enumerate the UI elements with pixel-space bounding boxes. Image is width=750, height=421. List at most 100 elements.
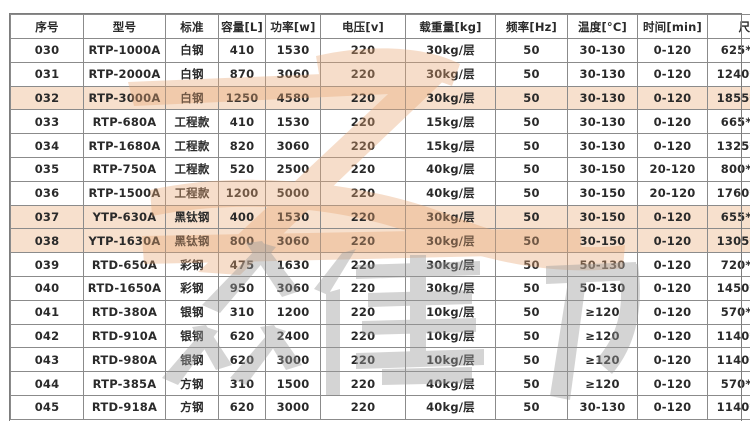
cell-size: 570*535*1780 [707,371,750,396]
cell-time: 0-120 [637,228,708,254]
table-row: 031 RTP-2000A 白钢 870 3060 220 30kg/层 50 30-130 0-… [10,61,750,87]
cell-freq: 50 [495,323,568,349]
cell-standard: 白钢 [165,61,219,87]
cell-capacity: 1200 [218,180,266,206]
cell-seq: 037 [10,204,84,230]
table-row: 039 RTD-650A 彩钢 475 1630 220 30kg/层 50 50-130 0-1… [10,252,750,277]
cell-standard: 黑钛钢 [165,204,219,230]
cell-load: 15kg/层 [405,109,496,135]
cell-load: 40kg/层 [405,156,496,182]
cell-size: 1855*628*1770 [707,85,750,111]
cell-seq: 030 [10,38,84,63]
cell-voltage: 220 [320,394,406,420]
table-row: 036 RTP-1500A 工程款 1200 5000 220 40kg/层 50 30-150… [10,180,750,206]
cell-model: RTP-1680A [83,133,166,158]
cell-time: 0-120 [637,61,708,87]
cell-power: 3060 [265,133,321,158]
cell-voltage: 220 [320,252,406,277]
cell-freq: 50 [495,133,568,158]
cell-power: 1500 [265,371,321,396]
cell-standard: 工程款 [165,156,219,182]
cell-model: RTP-750A [83,156,166,182]
cell-power: 3000 [265,394,321,420]
cell-capacity: 475 [218,252,266,277]
cell-time: 0-120 [637,371,708,396]
cell-temp: 30-150 [567,156,638,182]
cell-size: 1140*530*1780 [707,323,750,349]
cell-standard: 银钢 [165,299,219,325]
cell-power: 1200 [265,299,321,325]
table-header: 序号 型号 标准 容量[L] 功率[w] 电压[v] 载重量[kg] 频率[Hz] 温度[°C]… [10,14,750,39]
cell-temp: 30-130 [567,38,638,63]
cell-standard: 黑钛钢 [165,228,219,254]
cell-size: 1760*780*1880 [707,180,750,206]
cell-temp: 30-150 [567,204,638,230]
cell-load: 30kg/层 [405,85,496,111]
table-row: 044 RTP-385A 方钢 310 1500 220 40kg/层 50 ≥120 0-120… [10,371,750,396]
cell-capacity: 820 [218,133,266,158]
table-row: 045 RTD-918A 方钢 620 3000 220 40kg/层 50 30-130 0-1… [10,394,750,420]
col-header-load: 载重量[kg] [405,14,496,39]
cell-voltage: 220 [320,275,406,301]
cell-voltage: 220 [320,228,406,254]
cell-model: YTP-630A [83,204,166,230]
table-row: 035 RTP-750A 工程款 520 2500 220 40kg/层 50 30-150 20… [10,156,750,182]
header-row: 序号 型号 标准 容量[L] 功率[w] 电压[v] 载重量[kg] 频率[Hz] 温度[°C]… [10,14,750,39]
cell-time: 0-120 [637,133,708,158]
cell-temp: ≥120 [567,299,638,325]
cell-standard: 方钢 [165,371,219,396]
cell-power: 1630 [265,252,321,277]
cell-voltage: 220 [320,156,406,182]
cell-time: 0-120 [637,38,708,63]
cell-model: YTP-1630A [83,228,166,254]
cell-seq: 032 [10,85,84,111]
cell-temp: 30-130 [567,394,638,420]
cell-temp: ≥120 [567,371,638,396]
cell-seq: 039 [10,252,84,277]
cell-capacity: 620 [218,347,266,373]
cell-size: 1305*565*1820 [707,228,750,254]
cell-capacity: 620 [218,394,266,420]
cell-load: 30kg/层 [405,252,496,277]
cell-temp: 50-130 [567,252,638,277]
cell-power: 4580 [265,85,321,111]
cell-temp: 30-130 [567,85,638,111]
col-header-model: 型号 [83,14,166,39]
cell-capacity: 950 [218,275,266,301]
cell-time: 0-120 [637,252,708,277]
col-header-size: 尺寸[mm] [707,14,750,39]
col-header-freq: 频率[Hz] [495,14,568,39]
cell-temp: 30-150 [567,180,638,206]
cell-capacity: 870 [218,61,266,87]
cell-load: 40kg/层 [405,180,496,206]
cell-model: RTP-3000A [83,85,166,111]
cell-freq: 50 [495,61,568,87]
cell-voltage: 220 [320,109,406,135]
cell-standard: 白钢 [165,38,219,63]
cell-temp: 30-130 [567,109,638,135]
cell-time: 0-120 [637,323,708,349]
cell-capacity: 800 [218,228,266,254]
cell-voltage: 220 [320,85,406,111]
cell-capacity: 520 [218,156,266,182]
cell-standard: 彩钢 [165,252,219,277]
table-row: 042 RTD-910A 银钢 620 2400 220 10kg/层 50 ≥120 0-120… [10,323,750,349]
cell-power: 1530 [265,109,321,135]
cell-seq: 031 [10,61,84,87]
cell-load: 10kg/层 [405,347,496,373]
cell-load: 10kg/层 [405,299,496,325]
cell-freq: 50 [495,180,568,206]
cell-time: 0-120 [637,347,708,373]
cell-seq: 034 [10,133,84,158]
cell-capacity: 410 [218,38,266,63]
cell-time: 0-120 [637,109,708,135]
table-row: 033 RTP-680A 工程款 410 1530 220 15kg/层 50 30-130 0-… [10,109,750,135]
cell-temp: ≥120 [567,323,638,349]
cell-temp: ≥120 [567,347,638,373]
cell-temp: 30-130 [567,61,638,87]
cell-model: RTP-385A [83,371,166,396]
cell-freq: 50 [495,299,568,325]
cell-standard: 银钢 [165,323,219,349]
cell-power: 5000 [265,180,321,206]
